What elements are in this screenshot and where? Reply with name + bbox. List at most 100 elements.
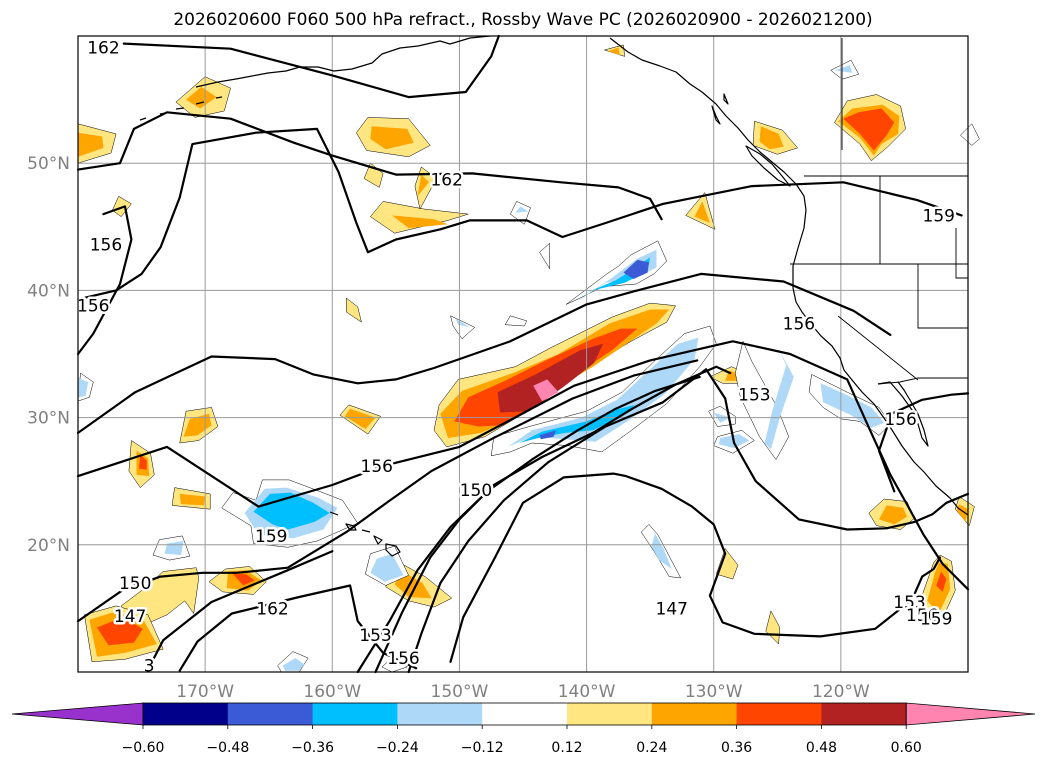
contour-line-150 (76, 359, 699, 623)
anomaly-region-positive (879, 505, 907, 525)
alaska-panhandle-coastline (609, 37, 807, 211)
contour-label: 156 (783, 314, 815, 334)
baja-california-coastline (877, 381, 929, 447)
contour-label: 147 (114, 607, 146, 627)
contour-label: 159 (255, 527, 287, 547)
contour-line-156 (877, 392, 970, 493)
axis-tick-labels: 170°W 160°W 150°W 140°W 130°W 120°W 20°N 30°N 40… (27, 154, 870, 702)
map-frame (77, 35, 969, 673)
colorbar-segment (482, 703, 568, 725)
anomaly-region-negative (764, 351, 794, 450)
anomaly-region-negative (370, 553, 404, 582)
anomaly-region-positive (716, 548, 739, 580)
contour-label: 162 (87, 38, 119, 58)
y-tick-label: 30°N (27, 409, 70, 429)
contour-label: 153 (738, 386, 770, 406)
contour-line-153 (145, 550, 334, 674)
contour-label: 153 (893, 593, 925, 613)
anomaly-region-negative (820, 383, 885, 428)
anomaly-region-positive (608, 47, 620, 56)
colorbar-tick-label: 0.60 (891, 740, 922, 756)
x-tick-label: 130°W (685, 682, 743, 702)
contour-line-156 (76, 272, 892, 434)
colorbar-tick-label: 0.24 (636, 740, 667, 756)
contour-label: 159 (923, 206, 955, 226)
north-america-west-coastline (792, 209, 969, 516)
anomaly-region-negative (539, 430, 557, 440)
contour-line-156 (76, 340, 970, 591)
anomaly-region-positive (765, 610, 781, 645)
anomaly-region-positive (694, 201, 710, 223)
anomaly-region-positive (394, 571, 432, 599)
colorbar-segment (397, 703, 483, 725)
anomaly-region-positive (497, 343, 604, 413)
y-tick-label: 40°N (27, 281, 70, 301)
anomaly-region-negative (960, 123, 980, 146)
y-tick-label: 50°N (27, 154, 70, 174)
contour-line-162 (178, 584, 418, 672)
contour-label: 156 (884, 410, 916, 430)
colorbar-tick-label: 0.12 (551, 740, 582, 756)
contour-line-159 (76, 127, 963, 301)
colorbar-tick-label: −0.60 (122, 740, 165, 756)
colorbar-tick-label: −0.12 (461, 740, 504, 756)
contour-label: 162 (430, 171, 462, 191)
anomaly-region-positive (759, 126, 784, 150)
anomaly-region-positive (346, 297, 362, 323)
anomaly-region-positive (139, 454, 147, 470)
anomaly-region-positive (78, 132, 104, 157)
colorbar-tick-label: 0.48 (806, 740, 837, 756)
colorbar-segment (227, 703, 314, 725)
colorbar-segment (312, 703, 398, 725)
colorbar-segment (567, 703, 653, 725)
us-mexico-border (877, 377, 968, 385)
anomaly-region-negative (504, 315, 528, 327)
anomaly-region-positive (843, 108, 895, 151)
colorbar-low-extension (11, 702, 144, 726)
colorbar-high-extension (905, 702, 1036, 726)
shaded-anomaly-regions (77, 44, 980, 673)
x-tick-label: 160°W (303, 682, 361, 702)
contour-label: 150 (460, 481, 492, 501)
contour-line-147 (449, 472, 942, 663)
anomaly-region-negative (282, 658, 305, 671)
anomaly-region-negative (539, 243, 550, 270)
anomaly-region-positive (417, 174, 429, 197)
colorbar-tick-label: −0.48 (206, 740, 249, 756)
anomaly-region-negative (651, 533, 672, 569)
anomaly-region-positive (179, 493, 206, 506)
contour-label: 3 (144, 657, 155, 677)
colorbar-tick-label: −0.36 (291, 740, 334, 756)
contour-label: 156 (361, 457, 393, 477)
anomaly-region-positive (183, 413, 212, 437)
us-state-borders (790, 176, 968, 381)
contour-line-156 (76, 205, 133, 356)
x-tick-label: 150°W (431, 682, 489, 702)
y-tick-label: 20°N (27, 536, 70, 556)
contour-label: 156 (387, 649, 419, 669)
coastlines (139, 35, 969, 557)
anomaly-region-negative (565, 240, 667, 305)
contour-label: 153 (359, 626, 391, 646)
colorbar-tick-label: −0.24 (376, 740, 419, 756)
contour-label: 159 (920, 610, 952, 630)
geopotential-contours (76, 34, 970, 674)
anomaly-region-positive (97, 617, 143, 646)
anomaly-region-positive (533, 379, 559, 402)
contour-label: 156 (90, 236, 122, 256)
anomaly-region-negative (623, 259, 649, 279)
contour-line-153 (356, 375, 701, 674)
anomaly-region-negative (78, 378, 89, 398)
contour-line-153 (407, 368, 970, 674)
colorbar-segment (143, 703, 229, 725)
anomaly-region-negative (834, 65, 853, 73)
graticule (78, 36, 968, 672)
anomaly-region-positive (363, 162, 384, 188)
x-tick-label: 140°W (558, 682, 616, 702)
x-tick-label: 170°W (176, 682, 234, 702)
contour-line-162 (76, 111, 663, 221)
contour-label: 147 (656, 599, 688, 619)
hawaii-islands (329, 511, 401, 557)
